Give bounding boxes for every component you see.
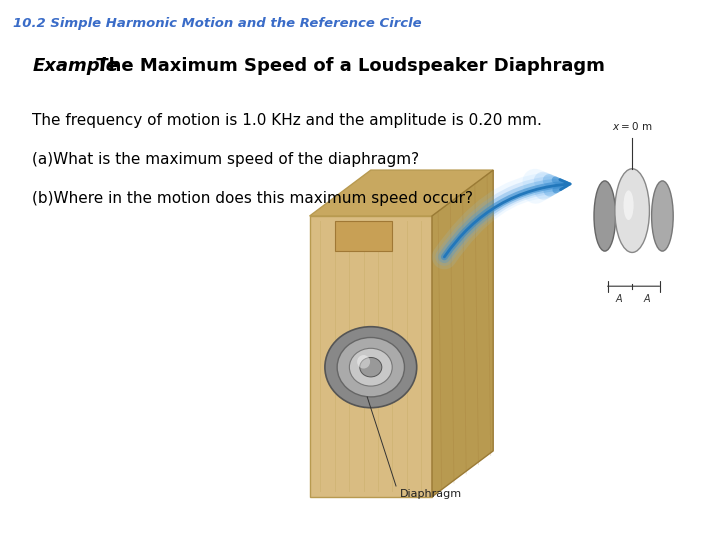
Ellipse shape (624, 190, 634, 220)
Text: Example: Example (32, 57, 118, 75)
Polygon shape (310, 170, 493, 216)
Text: (a)​What is the maximum speed of the diaphragm?: (a)​What is the maximum speed of the dia… (32, 152, 420, 167)
Text: A: A (615, 294, 622, 305)
Ellipse shape (652, 181, 673, 251)
Text: (b)​Where in the motion does this maximum speed occur?: (b)​Where in the motion does this maximu… (32, 191, 474, 206)
Text: 10.2 Simple Harmonic Motion and the Reference Circle: 10.2 Simple Harmonic Motion and the Refe… (13, 17, 422, 30)
Text: Diaphragm: Diaphragm (400, 489, 462, 499)
Text: A: A (644, 294, 651, 305)
Ellipse shape (360, 357, 382, 377)
Ellipse shape (349, 348, 392, 386)
Ellipse shape (357, 355, 370, 368)
Ellipse shape (337, 338, 405, 397)
Text: The Maximum Speed of a Loudspeaker Diaphragm: The Maximum Speed of a Loudspeaker Diaph… (90, 57, 605, 75)
Polygon shape (432, 170, 493, 497)
Polygon shape (335, 221, 392, 251)
Text: $x = 0$ m: $x = 0$ m (612, 120, 652, 132)
Ellipse shape (594, 181, 616, 251)
Text: The frequency of motion is 1.0 KHz and the amplitude is 0.20 mm.: The frequency of motion is 1.0 KHz and t… (32, 113, 542, 129)
Ellipse shape (325, 327, 417, 408)
Ellipse shape (615, 168, 649, 253)
Polygon shape (310, 216, 432, 497)
